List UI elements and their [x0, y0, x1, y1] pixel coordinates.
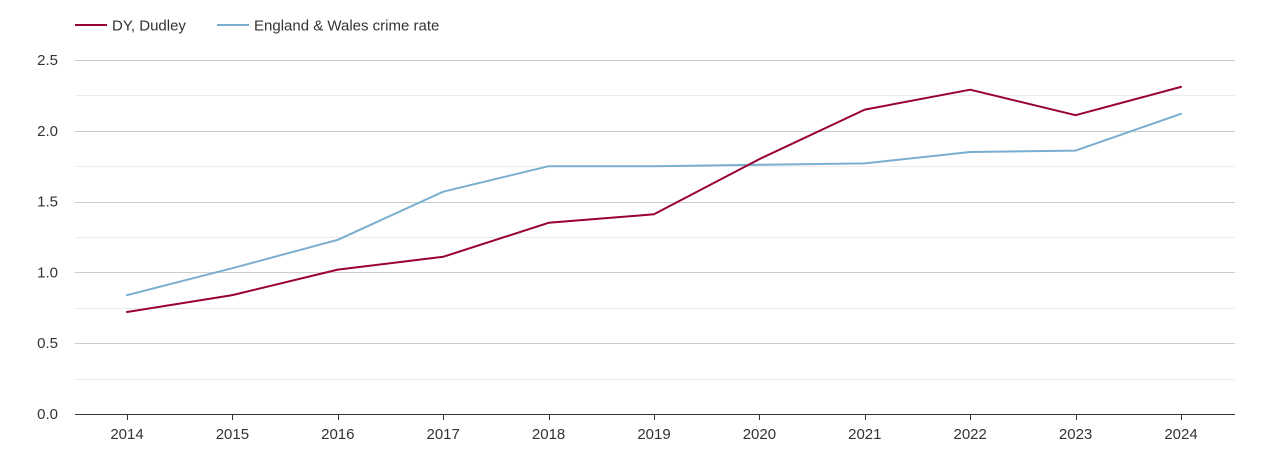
- data-point: [124, 309, 130, 315]
- data-point: [651, 163, 657, 169]
- y-tick-label: 2.5: [37, 52, 58, 69]
- x-tick-label: 2020: [743, 426, 776, 443]
- legend-label: England & Wales crime rate: [254, 18, 439, 35]
- y-tick-label: 2.0: [37, 123, 58, 140]
- legend: DY, Dudley England & Wales crime rate: [75, 18, 439, 35]
- legend-item-dy-dudley[interactable]: DY, Dudley: [75, 18, 186, 35]
- y-tick-label: 1.0: [37, 264, 58, 281]
- data-point: [967, 87, 973, 93]
- x-tick-label: 2018: [532, 426, 565, 443]
- data-point: [440, 254, 446, 260]
- data-point: [651, 211, 657, 217]
- data-point: [229, 265, 235, 271]
- data-point: [440, 189, 446, 195]
- x-tick-label: 2016: [321, 426, 354, 443]
- x-tick-label: 2019: [637, 426, 670, 443]
- data-point: [546, 220, 552, 226]
- legend-label: DY, Dudley: [112, 18, 186, 35]
- data-point: [756, 156, 762, 162]
- x-tick-label: 2017: [427, 426, 460, 443]
- data-point: [1073, 112, 1079, 118]
- x-tick-label: 2014: [110, 426, 143, 443]
- legend-item-england-wales[interactable]: England & Wales crime rate: [217, 18, 439, 35]
- data-point: [862, 107, 868, 113]
- data-point: [967, 149, 973, 155]
- grid-lines: [75, 60, 1235, 380]
- y-tick-label: 1.5: [37, 194, 58, 211]
- data-point: [756, 162, 762, 168]
- data-point: [124, 292, 130, 298]
- data-point: [1178, 84, 1184, 90]
- series-lines: [124, 84, 1184, 315]
- data-point: [335, 267, 341, 273]
- x-tick-label: 2024: [1164, 426, 1197, 443]
- data-point: [1178, 111, 1184, 117]
- data-point: [546, 163, 552, 169]
- series-line-dy-dudley: [126, 85, 1182, 313]
- y-tick-label: 0.5: [37, 335, 58, 352]
- series-line-england-wales: [126, 112, 1182, 297]
- data-point: [229, 292, 235, 298]
- data-point: [335, 237, 341, 243]
- data-point: [1073, 148, 1079, 154]
- axes: 0.0 0.5 1.0 1.5 2.0 2.5 2014 2015 2016 2017 2018 20…: [37, 52, 1235, 443]
- x-tick-label: 2021: [848, 426, 881, 443]
- x-tick-label: 2022: [954, 426, 987, 443]
- x-tick-label: 2015: [216, 426, 249, 443]
- data-point: [862, 160, 868, 166]
- y-tick-label: 0.0: [37, 406, 58, 423]
- x-tick-label: 2023: [1059, 426, 1092, 443]
